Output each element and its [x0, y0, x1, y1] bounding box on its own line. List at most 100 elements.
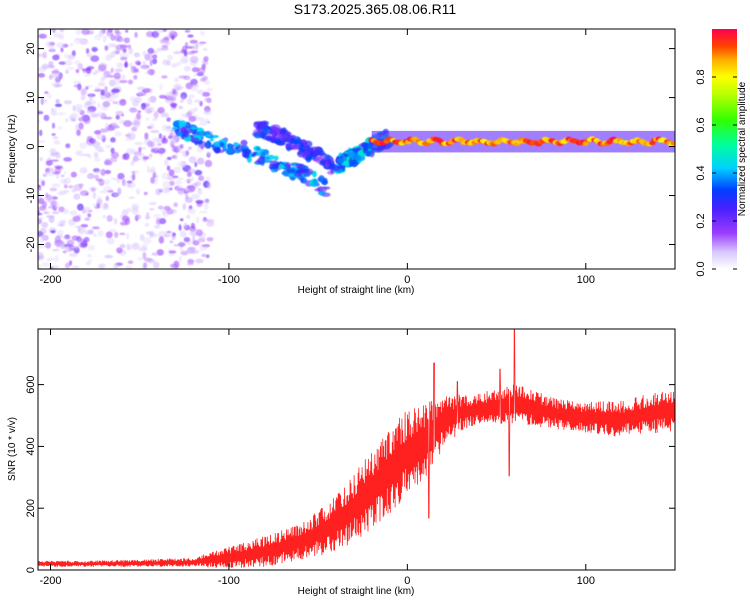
noise-blob: [50, 200, 58, 205]
colorbar-gradient: [712, 29, 737, 269]
noise-blob: [105, 122, 109, 130]
noise-blob: [96, 199, 103, 206]
noise-blob: [84, 230, 90, 235]
noise-blob: [64, 117, 69, 123]
noise-blob: [184, 65, 191, 72]
streak-blob: [285, 162, 291, 170]
noise-blob: [105, 231, 113, 239]
noise-blob: [177, 241, 187, 247]
streak-blob: [172, 120, 180, 128]
noise-blob: [38, 111, 44, 115]
noise-blob: [199, 120, 208, 127]
noise-blob: [113, 192, 120, 197]
noise-blob: [107, 53, 114, 59]
noise-blob: [133, 52, 141, 58]
noise-blob: [90, 187, 96, 192]
streak-blob: [312, 170, 317, 178]
noise-blob: [155, 29, 164, 33]
noise-blob: [166, 127, 172, 132]
noise-blob: [45, 192, 49, 198]
noise-blob: [53, 140, 61, 145]
noise-blob: [191, 193, 200, 200]
snr-y-ticks: 0 200 400 600: [25, 375, 675, 573]
noise-blob: [74, 125, 78, 131]
noise-blob: [114, 231, 119, 238]
noise-blob: [137, 110, 142, 113]
noise-blob: [195, 229, 203, 237]
noise-blob: [187, 247, 194, 255]
noise-blob: [79, 142, 87, 149]
noise-blob: [161, 46, 169, 51]
noise-blob: [89, 94, 93, 101]
noise-blob: [154, 146, 160, 151]
noise-blob: [169, 240, 174, 244]
noise-blob: [178, 255, 182, 263]
noise-blob: [136, 86, 146, 91]
noise-blob: [199, 248, 204, 252]
noise-blob: [104, 45, 109, 51]
noise-blob: [136, 188, 140, 195]
noise-blob: [147, 47, 155, 54]
noise-blob: [113, 217, 118, 225]
noise-blob: [69, 210, 78, 216]
noise-blob: [161, 75, 168, 79]
noise-blob: [94, 170, 102, 174]
noise-blob: [64, 59, 73, 66]
noise-blob: [98, 62, 108, 69]
noise-blob: [76, 129, 81, 136]
spectrogram-y-tick-label: -10: [25, 188, 37, 204]
noise-blob: [96, 133, 106, 140]
noise-blob: [119, 79, 128, 84]
noise-blob: [65, 143, 71, 149]
noise-blob: [203, 97, 210, 102]
noise-blob: [130, 160, 135, 167]
noise-blob: [187, 29, 191, 34]
colorbar-ticks: 0.0 0.2 0.4 0.6 0.8: [695, 69, 737, 277]
noise-blob: [196, 189, 203, 195]
noise-blob: [149, 95, 157, 103]
noise-blob: [179, 144, 184, 149]
noise-blob: [202, 91, 211, 97]
streak-blob: [273, 155, 279, 161]
noise-blob: [148, 201, 157, 206]
noise-blob: [61, 241, 66, 248]
streak-blob: [278, 163, 285, 170]
noise-blob: [162, 59, 169, 66]
noise-blob: [150, 129, 160, 134]
noise-blob: [127, 260, 134, 265]
noise-blob: [191, 230, 197, 238]
colorbar: 0.0 0.2 0.4 0.6 0.8 Normalized spectral ampl…: [695, 29, 748, 277]
noise-blob: [137, 90, 144, 96]
noise-blob: [203, 56, 209, 62]
noise-blob: [60, 174, 65, 178]
noise-blob: [188, 94, 195, 98]
noise-blob: [158, 236, 165, 244]
colorbar-tick-label: 0.2: [695, 213, 707, 228]
noise-blob: [56, 42, 65, 48]
noise-blob: [121, 74, 126, 80]
noise-blob: [100, 76, 105, 83]
streak-blob: [273, 138, 282, 144]
noise-blob: [175, 185, 185, 193]
noise-blob: [116, 62, 124, 69]
noise-blob: [94, 205, 101, 209]
noise-blob: [203, 109, 212, 116]
noise-blob: [152, 137, 161, 143]
noise-blob: [86, 109, 95, 114]
noise-blob: [187, 97, 193, 105]
streak-blob: [286, 168, 296, 174]
noise-blob: [99, 190, 108, 194]
noise-blob: [164, 158, 169, 167]
noise-blob: [100, 203, 110, 211]
colorbar-label: Normalized spectral amplitude: [737, 81, 748, 216]
noise-blob: [52, 54, 60, 61]
noise-blob: [149, 207, 155, 211]
noise-blob: [169, 263, 179, 268]
noise-blob: [158, 133, 163, 139]
noise-blob: [135, 214, 142, 220]
noise-blob: [79, 183, 83, 189]
colorbar-tick-label: 0.8: [695, 69, 707, 84]
noise-blob: [115, 114, 121, 120]
noise-blob: [48, 61, 54, 67]
noise-blob: [80, 223, 89, 228]
